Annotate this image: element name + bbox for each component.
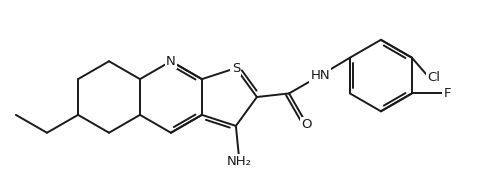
Text: S: S — [232, 61, 240, 74]
Text: F: F — [444, 87, 451, 100]
Text: NH₂: NH₂ — [227, 155, 252, 168]
Text: N: N — [166, 55, 176, 68]
Text: O: O — [302, 118, 312, 131]
Text: HN: HN — [310, 69, 330, 82]
Text: Cl: Cl — [427, 71, 440, 84]
